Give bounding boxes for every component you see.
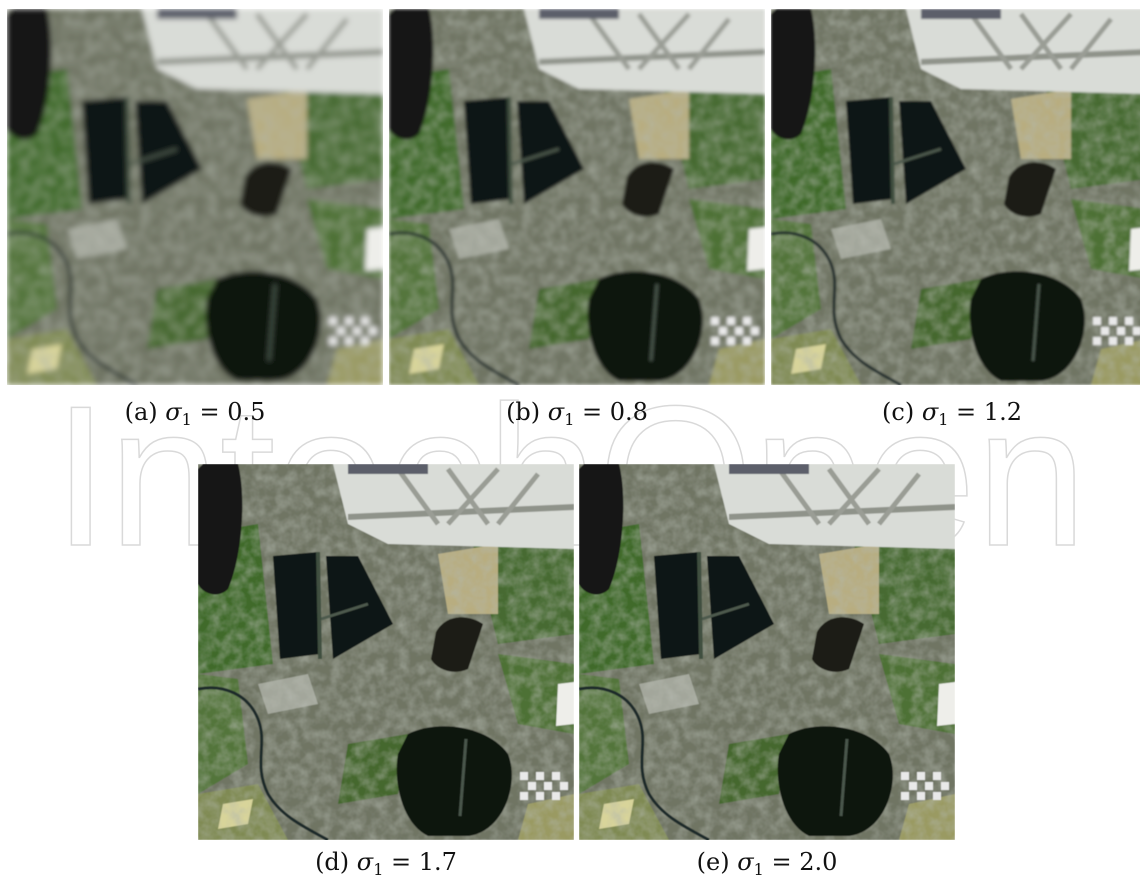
caption-e: (e) σ1 = 2.0 <box>579 847 955 885</box>
caption-a-value: 0.5 <box>227 398 266 426</box>
satellite-image-b <box>389 9 765 385</box>
caption-a-subscript: 1 <box>181 410 192 429</box>
caption-c-subscript: 1 <box>938 410 949 429</box>
satellite-image-e-svg <box>579 464 955 840</box>
satellite-image-c-svg <box>771 9 1140 385</box>
caption-a: (a) σ1 = 0.5 <box>7 397 383 435</box>
caption-e-subscript: 1 <box>753 860 764 879</box>
caption-a-relation: = <box>199 398 220 426</box>
caption-c: (c) σ1 = 1.2 <box>771 397 1133 435</box>
caption-a-label: (a) <box>124 398 158 426</box>
caption-c-label: (c) <box>882 398 915 426</box>
caption-d-label: (d) <box>315 848 350 876</box>
caption-c-relation: = <box>956 398 977 426</box>
satellite-image-e <box>579 464 955 840</box>
caption-b: (b) σ1 = 0.8 <box>389 397 765 435</box>
caption-e-value: 2.0 <box>799 848 838 876</box>
satellite-image-c <box>771 9 1140 385</box>
caption-a-symbol: σ <box>165 398 182 426</box>
satellite-image-b-svg <box>389 9 765 385</box>
caption-e-relation: = <box>771 848 792 876</box>
satellite-image-a <box>7 9 383 385</box>
caption-e-label: (e) <box>696 848 730 876</box>
caption-b-label: (b) <box>506 398 541 426</box>
caption-d-subscript: 1 <box>373 860 384 879</box>
satellite-image-a-svg <box>7 9 383 385</box>
satellite-image-d <box>198 464 574 840</box>
caption-c-value: 1.2 <box>983 398 1022 426</box>
caption-b-value: 0.8 <box>609 398 648 426</box>
caption-d: (d) σ1 = 1.7 <box>198 847 574 885</box>
caption-d-value: 1.7 <box>418 848 457 876</box>
caption-c-symbol: σ <box>921 398 939 426</box>
satellite-image-d-svg <box>198 464 574 840</box>
caption-b-relation: = <box>582 398 603 426</box>
caption-b-subscript: 1 <box>564 410 575 429</box>
caption-e-symbol: σ <box>737 848 754 876</box>
caption-d-relation: = <box>391 848 412 876</box>
caption-b-symbol: σ <box>547 398 565 426</box>
caption-d-symbol: σ <box>356 848 374 876</box>
